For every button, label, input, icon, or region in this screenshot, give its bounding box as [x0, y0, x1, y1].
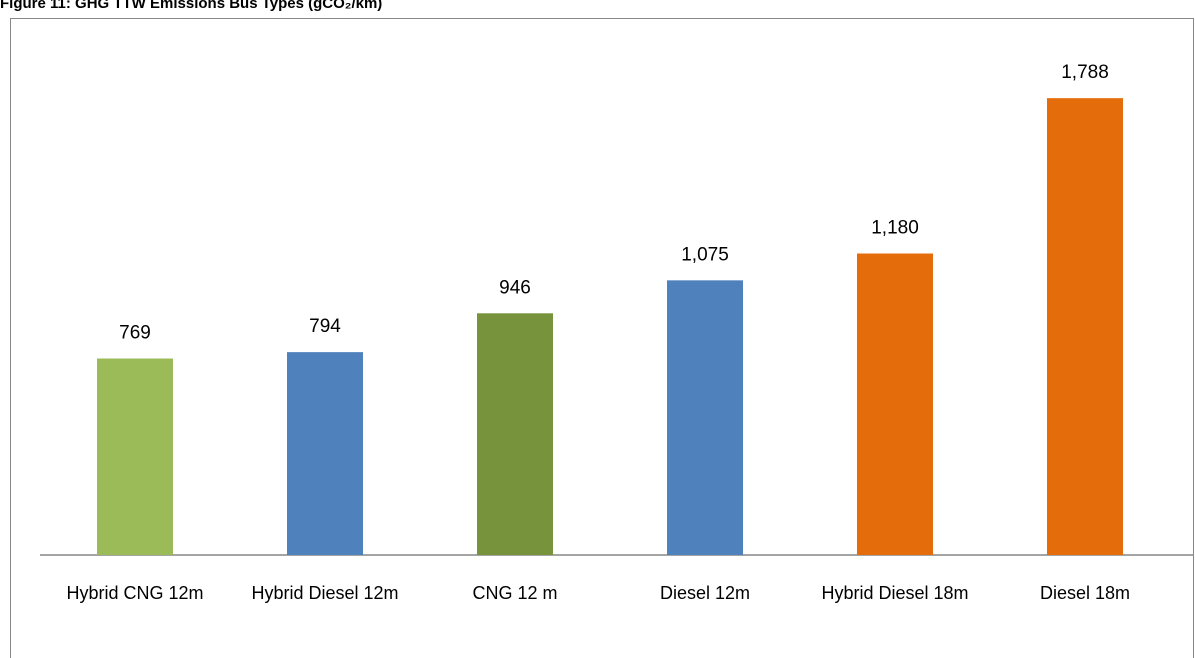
- x-tick-label: Hybrid CNG 12m: [66, 583, 204, 603]
- x-tick-label: Diesel 18m: [1039, 583, 1131, 603]
- bar: [667, 280, 743, 555]
- x-tick-label: Diesel 12m: [659, 583, 751, 603]
- data-label: 946: [499, 277, 531, 298]
- bar: [287, 352, 363, 555]
- bar: [1047, 98, 1123, 555]
- data-label: 1,788: [1061, 62, 1109, 83]
- bar: [857, 253, 933, 555]
- x-tick-label: Hybrid Diesel 12m: [251, 583, 399, 603]
- x-tick-label: CNG 12 m: [472, 583, 558, 603]
- bar: [97, 358, 173, 555]
- chart-title: Figure 11: GHG TTW Emissions Bus Types (…: [0, 0, 383, 12]
- bar: [477, 313, 553, 555]
- data-label: 794: [309, 316, 341, 337]
- data-label: 769: [119, 323, 151, 344]
- data-label: 1,075: [681, 244, 729, 265]
- chart-frame: [10, 18, 1194, 658]
- data-label: 1,180: [871, 218, 919, 239]
- x-tick-label: Hybrid Diesel 18m: [821, 583, 969, 603]
